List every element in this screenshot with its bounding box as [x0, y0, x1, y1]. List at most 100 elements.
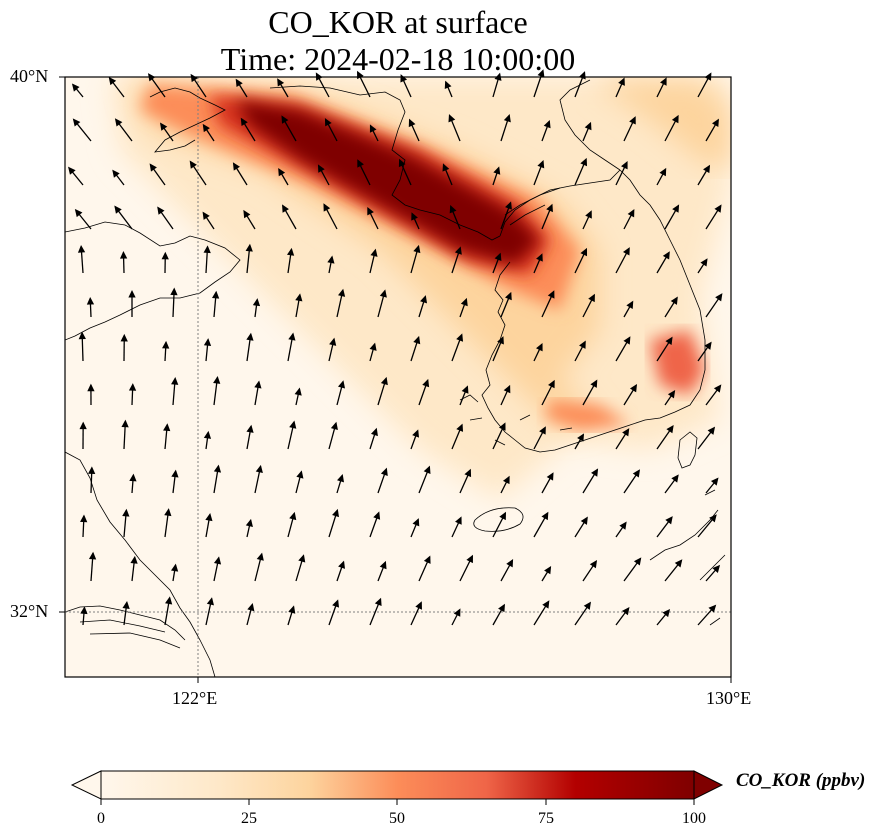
wind-arrow-head: [122, 508, 130, 517]
wind-arrow-head: [539, 426, 546, 435]
wind-arrow-head: [629, 116, 636, 125]
colorbar-bar: [100, 770, 695, 800]
wind-arrow-head: [546, 472, 554, 481]
wind-arrow-head: [254, 380, 262, 389]
co-concentration-field: [65, 77, 731, 677]
wind-arrow-head: [246, 332, 254, 341]
wind-arrow-head: [324, 118, 332, 127]
wind-arrow-head: [708, 604, 717, 613]
wind-arrow-head: [370, 427, 378, 437]
wind-arrow-head: [493, 166, 501, 175]
wind-arrow-head: [585, 210, 592, 219]
wind-arrow-head: [112, 169, 120, 178]
wind-arrow-head: [662, 251, 670, 260]
wind-arrow-head: [157, 206, 165, 215]
wind-arrow-head: [323, 203, 331, 212]
wind-arrow-head: [632, 469, 641, 478]
wind-arrow-head: [714, 204, 722, 213]
wind-arrow-head: [665, 516, 673, 525]
wind-arrow-head: [337, 474, 345, 483]
wind-arrow-head: [412, 429, 420, 438]
wind-arrow-head: [213, 556, 222, 565]
wind-arrow-head: [330, 421, 338, 430]
wind-arrow-head: [667, 390, 676, 399]
wind-arrow-head: [295, 293, 303, 302]
colorbar-extend-low: [70, 770, 102, 800]
wind-arrow-head: [623, 247, 630, 256]
wind-arrow-head: [252, 298, 261, 307]
wind-arrow-head: [294, 387, 302, 396]
wind-arrow-head: [622, 428, 630, 437]
wind-arrow-head: [411, 212, 418, 221]
lat-label-32n: 32°N: [10, 601, 49, 621]
wind-arrow-head: [205, 513, 213, 522]
wind-arrow-head: [633, 557, 642, 566]
wind-arrow-head: [332, 599, 340, 608]
wind-arrow-head: [546, 203, 553, 213]
wind-arrow-head: [72, 118, 81, 127]
wind-arrow-head: [171, 469, 179, 478]
wind-arrow-head: [536, 342, 543, 352]
wind-arrow-head: [327, 255, 335, 264]
wind-arrow-head: [659, 167, 667, 177]
wind-arrow-head: [129, 473, 137, 482]
wind-arrow-head: [466, 554, 473, 564]
wind-arrow-head: [80, 606, 88, 615]
wind-arrow-head: [710, 477, 719, 486]
wind-arrow-head: [415, 601, 422, 610]
wind-arrow-head: [626, 300, 634, 310]
wind-arrow-head: [700, 258, 708, 267]
wind-arrow-head: [380, 376, 388, 386]
wind-arrow-head: [121, 419, 129, 428]
wind-arrow-head: [456, 333, 464, 342]
wind-arrow-head: [627, 208, 635, 218]
colorbar-tick: 75: [538, 810, 554, 827]
wind-arrow-head: [149, 163, 157, 172]
wind-arrow-head: [203, 245, 211, 254]
wind-arrow-head: [709, 514, 717, 523]
wind-arrow-head: [369, 124, 377, 133]
wind-arrow-head: [77, 244, 86, 253]
wind-arrow-head: [286, 247, 295, 256]
wind-arrow-head: [86, 296, 95, 305]
wind-arrow-head: [289, 420, 297, 429]
wind-arrow-head: [580, 157, 588, 167]
wind-arrow-head: [114, 118, 123, 127]
wind-arrow-head: [161, 251, 169, 260]
wind-arrow-head: [542, 600, 550, 609]
wind-arrow-head: [87, 383, 95, 392]
wind-arrow-head: [537, 69, 545, 78]
lon-label-130e: 130°E: [706, 688, 752, 708]
wind-arrow-head: [671, 474, 679, 483]
wind-arrow-head: [162, 340, 170, 349]
wind-arrow-head: [543, 119, 551, 129]
wind-arrow-head: [373, 511, 381, 520]
wind-arrow-head: [413, 244, 421, 254]
wind-arrow-head: [707, 426, 716, 435]
wind-arrow-head: [398, 158, 406, 168]
colorbar-tick: 0: [97, 810, 105, 827]
wind-arrow-head: [583, 601, 591, 610]
wind-arrow-head: [380, 467, 388, 476]
wind-arrow-head: [420, 295, 428, 304]
axis-ticks: [59, 76, 732, 683]
wind-arrow-head: [165, 596, 173, 605]
wind-arrow-head: [577, 433, 585, 442]
wind-arrow-head: [629, 383, 638, 393]
colorbar-label: CO_KOR (ppbv): [736, 770, 866, 791]
lon-label-122e: 122°E: [172, 688, 218, 708]
wind-arrow-head: [170, 563, 179, 572]
wind-arrow-head: [461, 385, 469, 394]
wind-arrow-head: [455, 516, 462, 525]
wind-arrow-head: [119, 251, 128, 259]
wind-arrow-head: [454, 246, 462, 255]
wind-arrow-head: [329, 337, 337, 346]
wind-arrow-head: [712, 564, 721, 573]
colorbar: [70, 770, 724, 805]
map-subtitle: Time: 2024-02-18 10:00:00: [220, 41, 576, 77]
lat-label-40n: 40°N: [10, 66, 49, 86]
wind-arrow-head: [670, 296, 678, 305]
wind-arrow-head: [672, 204, 680, 213]
wind-arrow-head: [289, 511, 297, 521]
